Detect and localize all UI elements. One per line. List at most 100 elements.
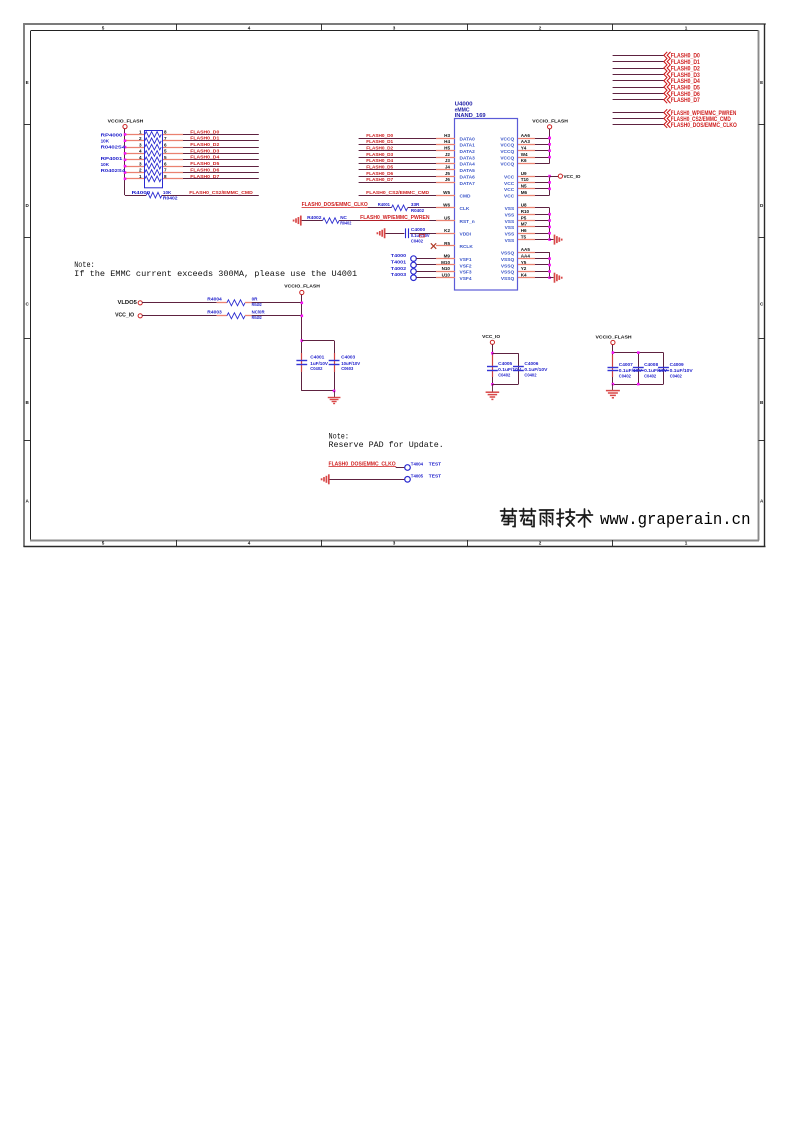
svg-text:3: 3 (139, 142, 142, 147)
svg-text:U4000: U4000 (455, 101, 473, 107)
svg-text:R4001: R4001 (378, 202, 391, 207)
svg-text:VSS: VSS (505, 219, 515, 225)
svg-text:R4004: R4004 (207, 297, 222, 302)
svg-text:FLASH0_D7: FLASH0_D7 (190, 174, 219, 180)
svg-text:RST_n: RST_n (460, 219, 475, 225)
svg-text:M10: M10 (441, 260, 450, 265)
svg-text:FLASH0_D0: FLASH0_D0 (190, 129, 219, 135)
svg-text:T4001: T4001 (391, 260, 407, 265)
svg-text:FLASH0_D6: FLASH0_D6 (190, 167, 219, 173)
svg-text:J3: J3 (445, 158, 451, 163)
svg-text:10K: 10K (101, 139, 110, 144)
svg-text:0.1uF/10V: 0.1uF/10V (411, 233, 431, 238)
svg-text:FLASH0_D3: FLASH0_D3 (366, 152, 393, 158)
svg-text:CLK: CLK (460, 206, 470, 212)
svg-text:E: E (760, 80, 763, 85)
svg-text:2: 2 (139, 168, 142, 173)
svg-text:R0402: R0402 (340, 220, 352, 225)
svg-text:M7: M7 (521, 222, 528, 227)
svg-text:J4: J4 (445, 165, 451, 170)
svg-text:T4002: T4002 (391, 266, 407, 271)
svg-text:2: 2 (539, 541, 542, 546)
svg-text:VSS: VSS (505, 232, 515, 238)
svg-text:M6: M6 (521, 190, 528, 195)
svg-text:VSF3: VSF3 (460, 270, 472, 276)
svg-text:C0402: C0402 (619, 373, 631, 378)
svg-text:7: 7 (164, 136, 167, 141)
svg-text:VCC: VCC (504, 181, 515, 187)
svg-text:R4003: R4003 (207, 310, 222, 315)
svg-text:CMD: CMD (460, 194, 471, 200)
svg-text:T4000: T4000 (391, 253, 407, 258)
svg-text:10K: 10K (101, 162, 110, 167)
svg-text:FLASH0_D5: FLASH0_D5 (671, 85, 700, 92)
svg-text:R10: R10 (521, 209, 530, 214)
svg-text:D: D (760, 203, 764, 208)
svg-text:FLASH0_D1: FLASH0_D1 (190, 136, 219, 142)
svg-text:FLASH0_D4: FLASH0_D4 (190, 155, 219, 161)
svg-text:T5: T5 (521, 234, 527, 239)
svg-text:VCCIO_FLASH: VCCIO_FLASH (284, 284, 320, 290)
svg-text:VCC: VCC (504, 187, 515, 193)
svg-text:FLASH0_WP/EMMC_PWREN: FLASH0_WP/EMMC_PWREN (360, 215, 430, 221)
svg-text:6: 6 (164, 142, 167, 147)
svg-text:FLASH0_D7: FLASH0_D7 (671, 97, 700, 104)
svg-text:RP4000: RP4000 (101, 132, 123, 137)
svg-text:VSS: VSS (505, 225, 515, 231)
svg-text:AA6: AA6 (521, 133, 531, 138)
svg-text:VCC_IO: VCC_IO (115, 313, 134, 319)
svg-text:www.graperain.cn: www.graperain.cn (600, 510, 751, 529)
svg-text:FLASH0_D2: FLASH0_D2 (190, 142, 219, 148)
svg-text:R5: R5 (444, 241, 450, 246)
svg-text:FLASH0_D3: FLASH0_D3 (190, 148, 219, 154)
svg-text:Reserve PAD for Update.: Reserve PAD for Update. (329, 440, 444, 450)
svg-text:5: 5 (164, 155, 167, 160)
svg-text:1: 1 (685, 541, 688, 546)
svg-text:B: B (760, 400, 764, 405)
svg-text:DATA0: DATA0 (460, 136, 476, 142)
svg-text:FLASH0_D3: FLASH0_D3 (671, 72, 700, 79)
svg-text:C4005: C4005 (498, 361, 512, 366)
svg-text:DATA6: DATA6 (460, 174, 476, 180)
svg-text:FLASH0_D0: FLASH0_D0 (671, 53, 700, 60)
svg-text:1uF/10V: 1uF/10V (310, 361, 329, 366)
svg-text:H4: H4 (444, 139, 450, 144)
svg-text:FLASH0_D4: FLASH0_D4 (671, 78, 700, 85)
svg-text:VSF1: VSF1 (460, 257, 472, 263)
svg-text:C0603: C0603 (341, 366, 353, 371)
svg-text:FLASH0_D0: FLASH0_D0 (366, 133, 393, 139)
svg-text:H5: H5 (444, 146, 450, 151)
svg-text:5: 5 (102, 541, 105, 546)
svg-text:R4002: R4002 (307, 215, 322, 220)
svg-text:FLASH0_D7: FLASH0_D7 (366, 177, 393, 183)
svg-text:2: 2 (539, 26, 542, 31)
svg-text:8: 8 (164, 130, 167, 135)
svg-text:T4004: T4004 (411, 462, 424, 468)
svg-text:R0402: R0402 (163, 195, 178, 200)
svg-text:C: C (760, 301, 764, 306)
svg-text:VCCQ: VCCQ (500, 136, 514, 142)
svg-text:3: 3 (139, 161, 142, 166)
svg-text:J2: J2 (445, 152, 451, 157)
svg-text:FLASH0_D5: FLASH0_D5 (366, 165, 393, 171)
svg-text:VSSQ: VSSQ (501, 251, 515, 257)
svg-text:P5: P5 (521, 215, 527, 220)
svg-text:7: 7 (164, 168, 167, 173)
svg-text:T4003: T4003 (391, 272, 407, 277)
svg-text:R4000: R4000 (132, 190, 151, 195)
svg-text:2: 2 (139, 136, 142, 141)
svg-text:4: 4 (248, 541, 251, 546)
svg-text:DATA5: DATA5 (460, 168, 476, 174)
svg-text:10uF/10V: 10uF/10V (341, 361, 361, 366)
svg-text:M9: M9 (444, 253, 451, 258)
svg-text:DATA1: DATA1 (460, 143, 476, 149)
svg-text:0.1uF/10V: 0.1uF/10V (619, 368, 643, 373)
svg-text:TEST: TEST (429, 474, 441, 480)
svg-text:3: 3 (393, 26, 396, 31)
svg-text:RP4001: RP4001 (101, 156, 123, 161)
svg-text:0.1uF/10V: 0.1uF/10V (498, 367, 522, 372)
svg-text:A: A (760, 498, 764, 503)
svg-text:K4: K4 (521, 273, 527, 278)
svg-text:6: 6 (164, 161, 167, 166)
svg-text:4: 4 (139, 149, 142, 154)
